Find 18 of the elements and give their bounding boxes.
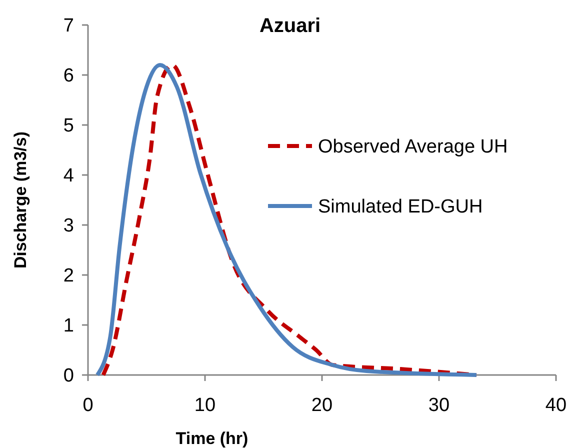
y-tick-label: 3 (63, 216, 74, 237)
y-tick-label: 7 (63, 16, 74, 37)
chart-title: Azuari (259, 15, 321, 37)
y-tick-label: 0 (63, 366, 74, 387)
x-tick-label: 0 (82, 395, 94, 416)
legend-label: Observed Average UH (318, 136, 508, 158)
x-tick-label: 30 (428, 395, 450, 416)
y-tick-label: 6 (63, 66, 74, 87)
x-tick-label: 10 (194, 395, 216, 416)
y-tick-label: 4 (63, 166, 74, 187)
y-tick-label: 2 (63, 266, 74, 287)
y-tick-label: 5 (63, 116, 74, 137)
y-axis-title: Discharge (m3/s) (11, 132, 30, 268)
x-axis-title: Time (hr) (176, 429, 248, 448)
legend-label: Simulated ED-GUH (318, 196, 483, 218)
y-tick-label: 1 (63, 316, 74, 337)
x-tick-label: 20 (311, 395, 333, 416)
x-tick-label: 40 (545, 395, 567, 416)
